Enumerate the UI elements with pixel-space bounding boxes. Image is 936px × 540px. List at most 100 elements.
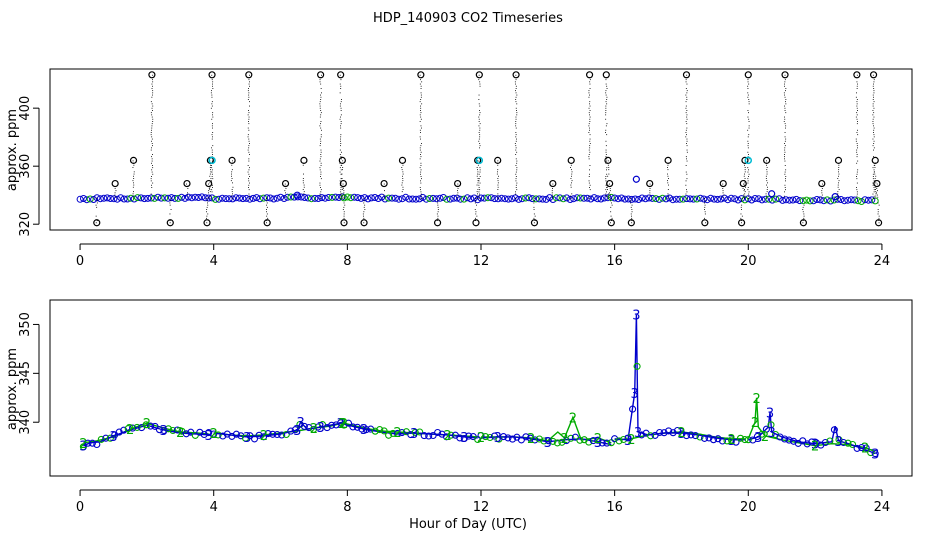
baseline-point <box>484 194 492 202</box>
outlier-stem-dot <box>515 92 517 94</box>
outlier-stem-dot <box>588 107 590 109</box>
outlier-stem-dot <box>785 99 787 100</box>
series-marker-2: 2 <box>527 432 535 447</box>
x-tick-label: 24 <box>874 500 891 515</box>
outlier-stem-dot <box>478 173 480 175</box>
baseline-point <box>666 194 673 202</box>
outlier-stem-dot <box>686 92 688 94</box>
outlier-stem-dot <box>704 202 705 204</box>
outlier-stem-dot <box>340 156 342 158</box>
outlier-stem-dot <box>747 147 749 149</box>
series-marker-2: 2 <box>340 417 348 432</box>
outlier-stem-dot <box>231 169 233 171</box>
outlier-stem-dot <box>209 189 211 190</box>
data-point <box>264 430 272 438</box>
baseline-point <box>703 196 711 204</box>
outlier-stem-dot <box>685 184 687 186</box>
data-point <box>481 433 490 441</box>
outlier-stem-dot <box>247 134 249 136</box>
data-point <box>758 430 766 438</box>
outlier-stem-dot <box>856 182 858 184</box>
outlier-point <box>317 71 325 79</box>
data-point <box>133 423 141 431</box>
top-flagged-points <box>208 156 753 165</box>
outlier-stem-dot <box>571 169 572 171</box>
data-point <box>624 434 632 442</box>
outlier-stem-dot <box>343 215 345 217</box>
outlier-stem-dot <box>856 74 858 76</box>
outlier-stem-dot <box>589 187 590 188</box>
series-marker-3: 3 <box>360 423 368 438</box>
outlier-stem-dot <box>114 192 116 194</box>
outlier-stem-dot <box>784 147 786 149</box>
baseline-point <box>415 195 423 203</box>
outlier-stem-dot <box>419 83 421 85</box>
outlier-stem-dot <box>420 162 422 164</box>
outlier-stem-dot <box>875 191 877 193</box>
outlier-stem-dot <box>588 182 590 184</box>
outlier-stem-dot <box>150 134 152 136</box>
outlier-stem-dot <box>516 162 518 164</box>
outlier-stem-dot <box>515 154 517 155</box>
outlier-stem-dot <box>605 140 607 142</box>
outlier-stem-dot <box>515 90 516 92</box>
outlier-stem-dot <box>748 125 750 127</box>
outlier-stem-dot <box>606 96 608 98</box>
outlier-stem-dot <box>340 110 342 111</box>
baseline-point <box>820 197 828 205</box>
outlier-stem-dot <box>873 127 875 129</box>
outlier-stem-dot <box>516 169 518 171</box>
baseline-point <box>631 195 639 203</box>
outlier-stem-dot <box>340 173 342 175</box>
outlier-stem-dot <box>211 96 213 98</box>
outlier-stem-dot <box>589 121 591 122</box>
outlier-stem-dot <box>857 160 859 162</box>
outlier-stem-dot <box>247 149 249 151</box>
outlier-stem-dot <box>343 222 345 224</box>
baseline-point <box>100 194 108 202</box>
outlier-stem-dot <box>401 182 403 184</box>
outlier-stem-dot <box>420 191 422 193</box>
outlier-stem-dot <box>785 125 787 127</box>
baseline-point <box>409 195 417 203</box>
outlier-stem-dot <box>95 222 97 224</box>
outlier-stem-dot <box>630 200 632 202</box>
outlier-stem-dot <box>343 217 345 219</box>
outlier-stem-dot <box>608 197 610 199</box>
outlier-stem-dot <box>856 118 858 120</box>
data-point <box>682 432 691 440</box>
outlier-stem-dot <box>515 116 517 118</box>
outlier-stem-dot <box>420 195 422 197</box>
outlier-stem-dot <box>748 134 750 136</box>
outlier-stem-dot <box>206 211 207 213</box>
outlier-stem-dot <box>320 94 321 96</box>
outlier-stem-dot <box>248 160 250 162</box>
outlier-stem-dot <box>873 129 875 131</box>
outlier-stem-dot <box>266 204 267 206</box>
outlier-stem-dot <box>478 125 480 127</box>
outlier-stem-dot <box>744 193 746 195</box>
outlier-stem-dot <box>856 103 858 105</box>
outlier-stem-dot <box>248 96 250 98</box>
outlier-stem-dot <box>475 211 477 213</box>
outlier-point <box>606 179 614 188</box>
baseline-point <box>450 194 458 202</box>
outlier-stem-dot <box>340 165 342 166</box>
outlier-stem-dot <box>212 184 213 186</box>
outlier-stem-dot <box>668 184 669 186</box>
outlier-stem-dot <box>342 195 343 197</box>
outlier-stem-dot <box>741 222 742 224</box>
outlier-stem-dot <box>589 114 590 116</box>
outlier-stem-dot <box>649 194 651 196</box>
data-point <box>305 424 313 432</box>
data-point <box>102 434 110 442</box>
baseline-point <box>350 193 358 201</box>
outlier-stem-dot <box>875 193 877 195</box>
outlier-stem-dot <box>456 194 458 196</box>
baseline-point <box>422 195 430 203</box>
outlier-stem-dot <box>588 154 590 155</box>
outlier-point <box>417 71 425 79</box>
outlier-stem-dot <box>857 110 858 111</box>
outlier-stem-dot <box>478 178 480 180</box>
outlier-stem-dot <box>208 183 209 185</box>
